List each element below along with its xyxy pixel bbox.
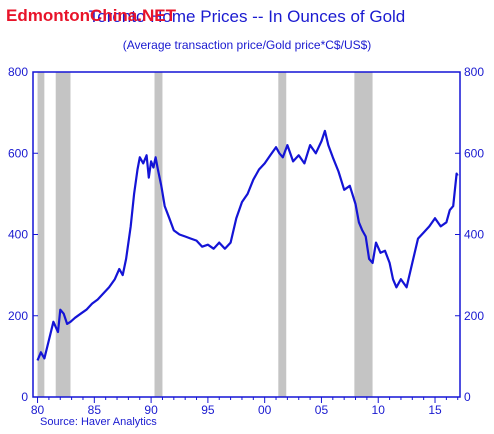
- watermark-logo: EdmontonChina.NET: [6, 6, 176, 25]
- y-tick-label-right-600: 600: [464, 146, 484, 160]
- chart-title: Toronto Home Prices -- In Ounces of Gold: [88, 7, 406, 26]
- y-tick-label-left-400: 400: [8, 228, 28, 242]
- chart-source: Source: Haver Analytics: [40, 416, 157, 428]
- x-tick-label-1995: 95: [201, 403, 215, 417]
- x-tick-label-1985: 85: [88, 403, 102, 417]
- y-tick-label-left-200: 200: [8, 309, 28, 323]
- series-layer: [36, 129, 459, 361]
- y-tick-label-right-400: 400: [464, 228, 484, 242]
- recession-band-1: [55, 72, 71, 397]
- recession-band-0: [37, 72, 45, 397]
- chart-subtitle: (Average transaction price/Gold price*C$…: [122, 38, 372, 52]
- plot-frame: [32, 71, 461, 398]
- recession-band-3: [278, 72, 287, 397]
- x-tick-label-2005: 05: [315, 403, 329, 417]
- y-tick-label-left-800: 800: [8, 65, 28, 79]
- x-tick-label-1990: 90: [144, 403, 158, 417]
- y-tick-label-right-800: 800: [464, 65, 484, 79]
- y-tick-label-left-600: 600: [8, 146, 28, 160]
- recession-band-2: [154, 72, 163, 397]
- y-tick-label-left-0: 0: [21, 390, 28, 404]
- axis-ticks: [33, 71, 460, 403]
- recession-bands: [37, 72, 373, 397]
- x-tick-label-2000: 00: [258, 403, 272, 417]
- x-tick-label-2015: 15: [428, 403, 442, 417]
- x-tick-label-2010: 10: [372, 403, 386, 417]
- y-tick-label-right-0: 0: [464, 390, 471, 404]
- series-line-0: [36, 129, 459, 361]
- y-tick-label-right-200: 200: [464, 309, 484, 323]
- x-tick-label-1980: 80: [31, 403, 45, 417]
